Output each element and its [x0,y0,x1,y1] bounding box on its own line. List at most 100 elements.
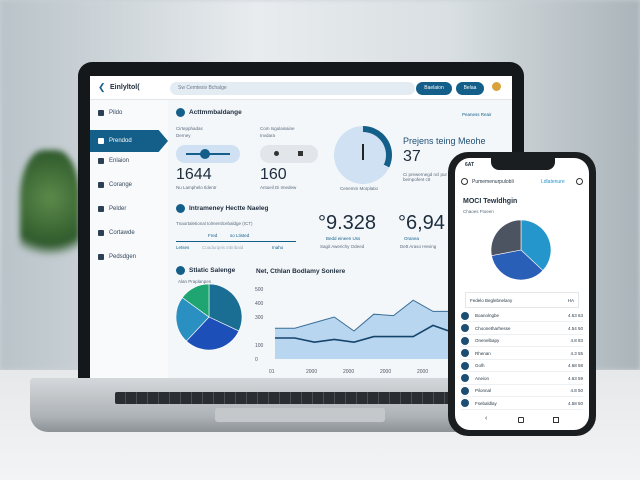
sidebar-item[interactable]: Pildo [98,110,122,116]
sidebar-item[interactable]: Corange [98,182,132,188]
brand-name: Einlyltol( [110,84,140,91]
x-tick-label: 2000 [380,369,391,375]
avatar[interactable] [492,82,501,91]
sidebar-item[interactable]: Prendod [90,130,168,152]
toggle-group[interactable] [260,145,318,163]
list-item[interactable]: Rhenan 4.3 55 [461,348,583,360]
list-item[interactable]: Boanolngbe 4.63 63 [461,310,583,322]
kpi-value: 160 [260,166,287,183]
section-title: Acttmmbaldange [189,109,242,117]
section-desc: Tnaortaletional tolmentlcebaldge (ICT) [176,221,253,226]
section-3-header: Stlatic Salenge [176,266,235,275]
sidebar-item[interactable]: Enlaion [98,158,129,164]
sidebar-icon [98,206,104,212]
sidebar-item-label: Prendod [109,138,132,144]
list-item[interactable]: Fsebaldlay 4.58 50 [461,398,583,410]
sidebar-icon [98,254,104,260]
section-2-header: Intrameney Hectte Naeleg [176,204,268,213]
phone-title: MOCI Tewldhgin [463,198,518,205]
section-link[interactable]: Peaness Reair [462,112,492,117]
row-label: Aneion [475,375,490,381]
kpi-label: Cirtepphadas [176,126,203,131]
row-label: Boanolngbe [475,313,500,318]
gauge [334,126,392,184]
stat-caption: Sagit Awerichy Odeed [320,244,365,249]
logo-icon: ❮ [98,82,106,92]
home-icon[interactable] [518,417,524,423]
pie-slice [185,316,240,351]
sidebar-item[interactable]: Pedsdgen [98,254,136,260]
x-tick-label: 2000 [417,369,428,375]
gauge-caption: Cenemm Morplatio [340,186,379,191]
y-tick-label: 0 [255,357,258,363]
metric-value: 37 [403,148,421,165]
sidebar-item-label: Cortawde [109,230,135,236]
top-bar: ❮ Einlyltol( Sw Cemtesiv Bchalge Baelaio… [90,76,512,100]
row-icon [461,399,469,407]
row-value: 4.58 50 [567,400,583,406]
slider[interactable] [176,145,240,163]
row-value: 4.63 63 [567,313,583,318]
y-tick-label: 100 [255,343,264,349]
laptop-screen: ❮ Einlyltol( Sw Cemtesiv Bchalge Baelaio… [90,76,512,378]
status-time: 6AT [465,162,475,168]
sidebar-icon [98,182,104,188]
primary-button[interactable]: Baelaion [416,82,452,95]
row-cell: Letses [176,245,190,250]
phone-subtitle: Chaoes Ftoeen [463,209,494,214]
secondary-button[interactable]: Belaa [456,82,484,95]
pie-slice [181,284,210,318]
sidebar-item[interactable]: Cortawde [98,230,135,236]
sidebar-item[interactable]: Pelder [98,206,126,212]
menu-icon[interactable] [461,178,468,185]
list-item[interactable]: Onenelbapy 4.8 83 [461,335,583,347]
stat-caption: Dett Araso Heving [400,244,437,249]
phone-notch [491,158,555,170]
row-icon [461,336,469,345]
row-icon [461,386,469,395]
sidebar-icon [98,110,104,116]
list-item[interactable]: Aneion 4.63 59 [461,373,583,385]
tab[interactable]: Fred [208,233,218,238]
sidebar-icon [98,158,104,164]
row-icon [461,349,469,357]
row-value: 4.68 58 [567,363,583,368]
phone-screen: 6AT Pumemenurpulobli Ldlatenure MOCI Tew… [455,158,589,430]
clock-icon[interactable] [576,178,583,185]
row-icon [461,361,469,370]
list-item[interactable]: Choonetharhesse 4.54 50 [461,323,583,335]
row-label: Pilonnal [475,388,492,393]
laptop-keyboard [115,392,475,404]
row-label: Golh [475,363,485,368]
stat-sub: Oranea [404,236,420,241]
sidebar-item-label: Pelder [109,206,127,212]
laptop-trackpad [215,408,385,422]
row-icon [461,374,469,382]
laptop-pie-chart [176,284,243,351]
table-header: Fedelo Beglebnelany HA [465,292,579,308]
list-item[interactable]: Pilonnal 4.8 50 [461,385,583,397]
row-label: Onenelbapy [475,338,500,343]
sidebar-item-label: Pildo [109,110,123,116]
row-value: 4.8 50 [570,388,583,393]
section-1-header: Acttmmbaldange [176,108,242,117]
background-plant [20,150,80,270]
kpi-sub: Derney [176,133,191,138]
kpi-sub: Invdara [260,133,276,138]
sidebar-icon [98,230,104,236]
y-tick-label: 500 [255,287,264,293]
stat-sub: Bedd eineen Uss [326,236,361,241]
pie-slice [520,220,551,271]
search-input[interactable]: Sw Cemtesiv Bchalge [170,82,415,95]
sidebar-item-label: Corange [109,182,133,188]
list-item[interactable]: Golh 4.68 58 [461,360,583,372]
recents-icon[interactable] [553,417,559,423]
row-cell: Inaho [272,245,284,250]
x-tick-label: 01 [269,369,275,375]
chart-title: Net, Cthlan Bodlamy Sonlere [256,268,346,275]
phone-link[interactable]: Ldlatenure [541,179,565,185]
back-icon[interactable]: ‹ [485,415,488,422]
pie-slice [491,220,522,256]
tab[interactable]: so Ltisted [230,233,250,238]
row-label: Choonetharhesse [475,325,511,331]
